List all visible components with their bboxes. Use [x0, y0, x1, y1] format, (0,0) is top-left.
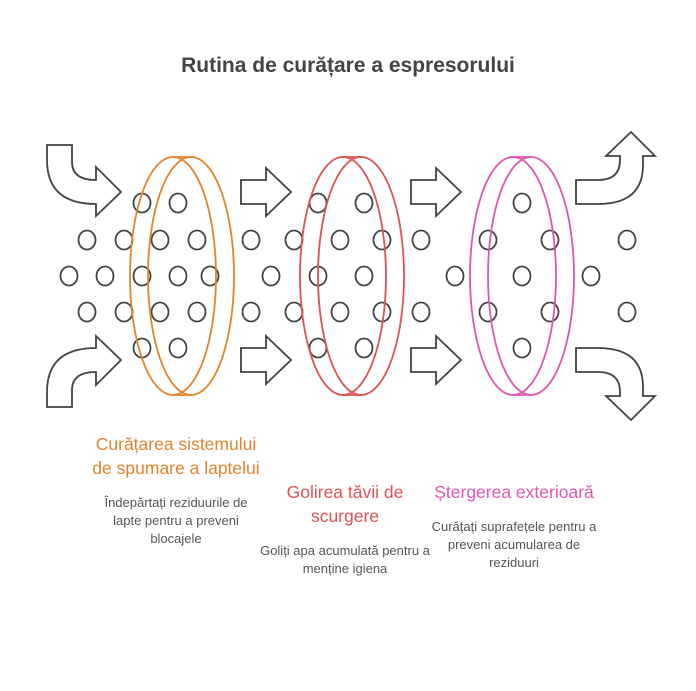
particle: [540, 301, 560, 323]
particle: [284, 229, 304, 251]
particle: [77, 229, 97, 251]
curved-arrow-in-top-icon: [46, 144, 123, 219]
particle: [284, 301, 304, 323]
particle: [512, 192, 532, 214]
particle: [308, 337, 328, 359]
particle: [617, 229, 637, 251]
curved-arrow-out-top-icon: [575, 130, 658, 205]
particle: [354, 337, 374, 359]
ring-rim: [343, 156, 361, 396]
particle: [150, 229, 170, 251]
particle: [241, 301, 261, 323]
particle: [132, 265, 152, 287]
arrow-right-icon: [240, 333, 293, 387]
particles: [59, 192, 637, 359]
particle: [187, 301, 207, 323]
curved-arrow-in-bottom-icon: [46, 333, 123, 408]
step-3: Ștergerea exterioară Curățați suprafețel…: [429, 480, 599, 572]
ring-rim: [173, 156, 191, 396]
particle: [330, 301, 350, 323]
particle: [512, 265, 532, 287]
particle: [95, 265, 115, 287]
particle: [200, 265, 220, 287]
particle: [150, 301, 170, 323]
particle: [411, 229, 431, 251]
arrow-right-icon: [240, 165, 293, 219]
step-description: Curățați suprafețele pentru a preveni ac…: [431, 519, 597, 570]
particle: [308, 192, 328, 214]
particle: [168, 337, 188, 359]
particle: [445, 265, 465, 287]
particle: [132, 192, 152, 214]
filter-ring-2: [299, 156, 405, 396]
particle: [330, 229, 350, 251]
ring-edge: [317, 156, 405, 396]
step-description: Goliți apa acumulată pentru a menține ig…: [260, 543, 430, 576]
ring-edge: [147, 156, 235, 396]
particle: [540, 229, 560, 251]
particle: [354, 192, 374, 214]
particle: [261, 265, 281, 287]
arrow-right-icon: [410, 165, 463, 219]
particle: [241, 229, 261, 251]
particle: [411, 301, 431, 323]
particle: [168, 192, 188, 214]
particle: [617, 301, 637, 323]
particle: [581, 265, 601, 287]
particle: [478, 301, 498, 323]
particle: [354, 265, 374, 287]
ring-rim: [513, 156, 531, 396]
particle: [114, 229, 134, 251]
particle: [114, 301, 134, 323]
ring-edge: [129, 156, 217, 396]
filter-ring-3: [469, 156, 575, 396]
step-2: Golirea tăvii de scurgere Goliți apa acu…: [260, 480, 430, 578]
step-1: Curățarea sistemului de spumare a laptel…: [91, 432, 261, 548]
particle: [372, 229, 392, 251]
particle: [77, 301, 97, 323]
particle: [59, 265, 79, 287]
curved-arrow-out-bottom-icon: [575, 347, 658, 422]
particle: [372, 301, 392, 323]
filter-ring-1: [129, 156, 235, 396]
step-title: Ștergerea exterioară: [434, 482, 594, 502]
particle: [187, 229, 207, 251]
particle: [512, 337, 532, 359]
step-title: Curățarea sistemului de spumare a laptel…: [92, 434, 260, 478]
step-title: Golirea tăvii de scurgere: [286, 482, 404, 526]
particle: [168, 265, 188, 287]
diagram-title: Rutina de curățare a espresorului: [181, 54, 515, 77]
step-description: Îndepărtați reziduurile de lapte pentru …: [104, 495, 248, 546]
particle: [478, 229, 498, 251]
arrow-right-icon: [410, 333, 463, 387]
